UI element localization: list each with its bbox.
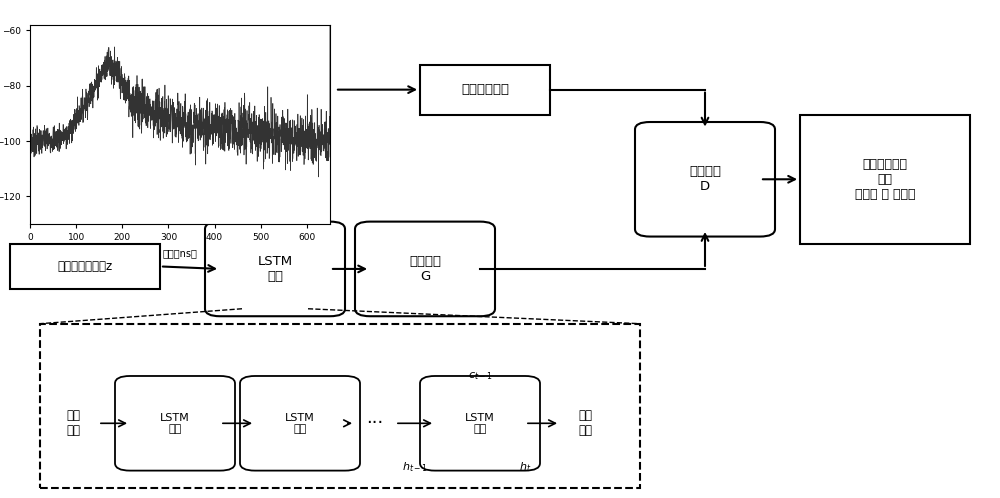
Text: 最终
状态: 最终 状态 — [578, 409, 592, 437]
Text: 生成模型
G: 生成模型 G — [409, 255, 441, 283]
Text: 初始
状态: 初始 状态 — [66, 409, 80, 437]
Bar — [40, 324, 640, 488]
Text: 鉴别模型
D: 鉴别模型 D — [689, 165, 721, 193]
Bar — [420, 65, 550, 115]
Text: 预测后的信道
数据
（真实 或 虚假）: 预测后的信道 数据 （真实 或 虚假） — [855, 158, 915, 201]
Text: LSTM
网络: LSTM 网络 — [465, 412, 495, 434]
FancyBboxPatch shape — [420, 376, 540, 471]
Bar — [10, 244, 160, 289]
Text: ···: ··· — [366, 414, 384, 432]
Text: $h_{t}$: $h_{t}$ — [519, 460, 531, 474]
FancyBboxPatch shape — [355, 222, 495, 316]
Text: LSTM
网络: LSTM 网络 — [160, 412, 190, 434]
Text: 随机噪声向量，z: 随机噪声向量，z — [57, 260, 113, 273]
FancyBboxPatch shape — [635, 122, 775, 237]
Text: $h_{t-1}$: $h_{t-1}$ — [402, 460, 428, 474]
FancyBboxPatch shape — [240, 376, 360, 471]
Text: 真实信道数据: 真实信道数据 — [461, 83, 509, 96]
X-axis label: 时延（ns）: 时延（ns） — [163, 248, 197, 257]
Bar — [800, 115, 970, 244]
FancyBboxPatch shape — [205, 222, 345, 316]
Text: LSTM
模型: LSTM 模型 — [257, 255, 293, 283]
Text: LSTM
网络: LSTM 网络 — [285, 412, 315, 434]
FancyBboxPatch shape — [115, 376, 235, 471]
Text: $c_{t-1}$: $c_{t-1}$ — [468, 370, 492, 382]
